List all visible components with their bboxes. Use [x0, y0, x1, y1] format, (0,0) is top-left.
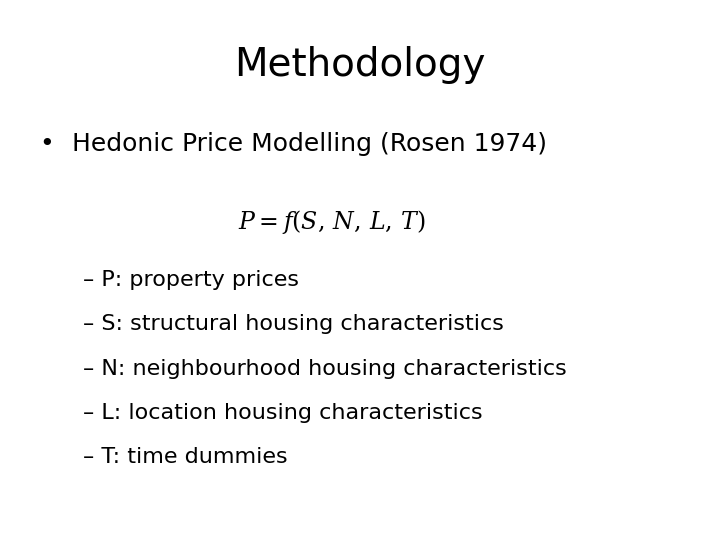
- Text: Methodology: Methodology: [234, 46, 486, 84]
- Text: – P: property prices: – P: property prices: [83, 270, 299, 290]
- Text: •: •: [40, 132, 54, 156]
- Text: $P = f(S,\, N,\, L,\, T)$: $P = f(S,\, N,\, L,\, T)$: [238, 208, 426, 236]
- Text: – T: time dummies: – T: time dummies: [83, 447, 287, 467]
- Text: Hedonic Price Modelling (Rosen 1974): Hedonic Price Modelling (Rosen 1974): [72, 132, 547, 156]
- Text: – N: neighbourhood housing characteristics: – N: neighbourhood housing characteristi…: [83, 359, 567, 379]
- Text: – L: location housing characteristics: – L: location housing characteristics: [83, 403, 482, 423]
- Text: – S: structural housing characteristics: – S: structural housing characteristics: [83, 314, 504, 334]
